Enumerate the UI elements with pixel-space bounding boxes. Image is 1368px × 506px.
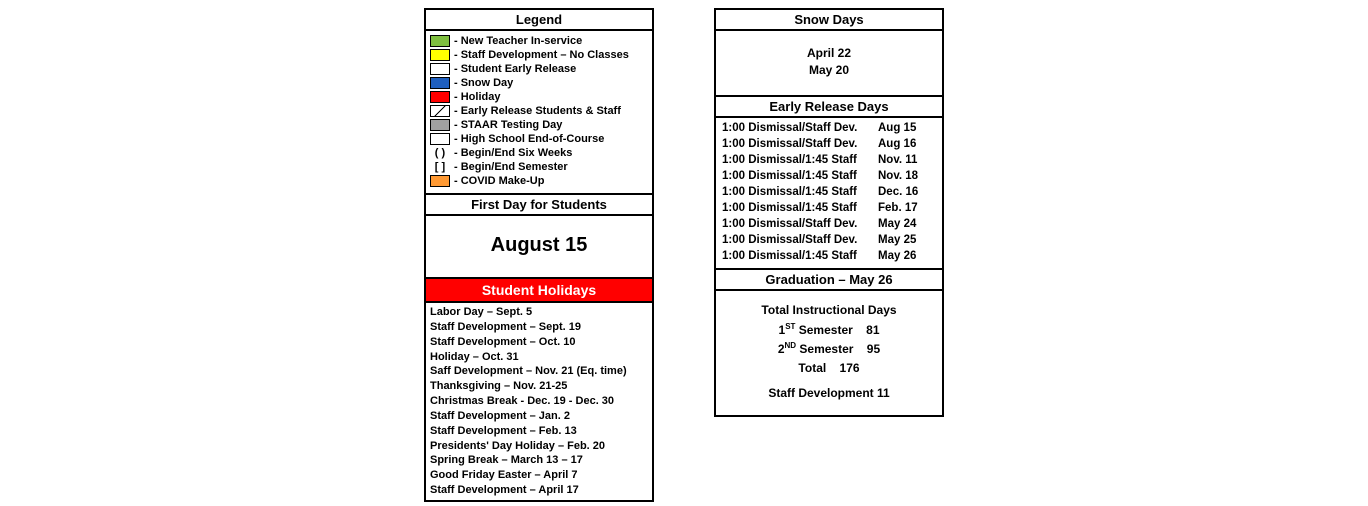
legend-label: - Begin/End Semester <box>454 161 568 173</box>
legend-swatch <box>430 133 450 145</box>
early-release-date: Dec. 16 <box>878 184 936 200</box>
holiday-item: Staff Development – Sept. 19 <box>430 320 648 335</box>
legend-items: - New Teacher In-service - Staff Developm… <box>426 31 652 193</box>
early-release-date: May 26 <box>878 248 936 264</box>
early-release-desc: 1:00 Dismissal/1:45 Staff <box>722 152 857 168</box>
holiday-item: Christmas Break - Dec. 19 - Dec. 30 <box>430 394 648 409</box>
legend-row: - Student Early Release <box>430 63 648 75</box>
legend-label: - New Teacher In-service <box>454 35 582 47</box>
legend-swatch <box>430 49 450 61</box>
early-release-desc: 1:00 Dismissal/Staff Dev. <box>722 216 857 232</box>
snow-days-list: April 22May 20 <box>716 31 942 95</box>
early-release-desc: 1:00 Dismissal/Staff Dev. <box>722 232 857 248</box>
legend-row: - STAAR Testing Day <box>430 119 648 131</box>
early-release-row: 1:00 Dismissal/Staff Dev. Aug 15 <box>722 120 936 136</box>
legend-row: - Staff Development – No Classes <box>430 49 648 61</box>
early-release-desc: 1:00 Dismissal/Staff Dev. <box>722 120 857 136</box>
early-release-desc: 1:00 Dismissal/1:45 Staff <box>722 168 857 184</box>
legend-label: - Early Release Students & Staff <box>454 105 621 117</box>
holiday-item: Staff Development – Feb. 13 <box>430 424 648 439</box>
sem2-row: 2ND Semester 95 <box>716 340 942 359</box>
holiday-list: Labor Day – Sept. 5Staff Development – S… <box>426 303 652 500</box>
student-holidays-title: Student Holidays <box>426 279 652 303</box>
early-release-row: 1:00 Dismissal/1:45 Staff Nov. 18 <box>722 168 936 184</box>
total-row: Total 176 <box>716 359 942 378</box>
first-day-title: First Day for Students <box>426 193 652 216</box>
legend-label: - High School End-of-Course <box>454 133 604 145</box>
early-release-desc: 1:00 Dismissal/1:45 Staff <box>722 184 857 200</box>
early-release-row: 1:00 Dismissal/Staff Dev. May 24 <box>722 216 936 232</box>
early-release-date: Feb. 17 <box>878 200 936 216</box>
legend-label: - Holiday <box>454 91 500 103</box>
holiday-item: Staff Development – Oct. 10 <box>430 335 648 350</box>
early-release-desc: 1:00 Dismissal/1:45 Staff <box>722 200 857 216</box>
legend-label: - Begin/End Six Weeks <box>454 147 572 159</box>
legend-swatch <box>430 77 450 89</box>
legend-swatch <box>430 175 450 187</box>
legend-label: - Staff Development – No Classes <box>454 49 629 61</box>
early-release-date: Nov. 18 <box>878 168 936 184</box>
early-release-title: Early Release Days <box>716 95 942 118</box>
legend-row: - High School End-of-Course <box>430 133 648 145</box>
legend-row: - COVID Make-Up <box>430 175 648 187</box>
legend-label: - STAAR Testing Day <box>454 119 562 131</box>
legend-box: Legend - New Teacher In-service - Staff D… <box>424 8 654 502</box>
snow-days-title: Snow Days <box>716 10 942 31</box>
legend-swatch <box>430 105 450 117</box>
legend-swatch <box>430 63 450 75</box>
early-release-date: Nov. 11 <box>878 152 936 168</box>
legend-swatch <box>430 35 450 47</box>
early-release-table: 1:00 Dismissal/Staff Dev.Aug 151:00 Dism… <box>716 118 942 269</box>
holiday-item: Presidents' Day Holiday – Feb. 20 <box>430 439 648 454</box>
early-release-date: Aug 16 <box>878 136 936 152</box>
right-box: Snow Days April 22May 20 Early Release D… <box>714 8 944 417</box>
early-release-row: 1:00 Dismissal/1:45 Staff May 26 <box>722 248 936 264</box>
legend-paren: [ ] <box>430 161 450 173</box>
early-release-row: 1:00 Dismissal/Staff Dev. May 25 <box>722 232 936 248</box>
legend-swatch <box>430 119 450 131</box>
first-day-value: August 15 <box>426 216 652 279</box>
legend-row: ( ) - Begin/End Six Weeks <box>430 147 648 159</box>
early-release-row: 1:00 Dismissal/1:45 Staff Nov. 11 <box>722 152 936 168</box>
holiday-item: Spring Break – March 13 – 17 <box>430 453 648 468</box>
staff-dev-row: Staff Development 11 <box>716 384 942 403</box>
holiday-item: Saff Development – Nov. 21 (Eq. time) <box>430 364 648 379</box>
legend-row: - Early Release Students & Staff <box>430 105 648 117</box>
snow-day-item: April 22 <box>716 45 942 62</box>
legend-row: - Holiday <box>430 91 648 103</box>
early-release-date: May 25 <box>878 232 936 248</box>
early-release-desc: 1:00 Dismissal/Staff Dev. <box>722 136 857 152</box>
graduation-title: Graduation – May 26 <box>716 268 942 289</box>
sem1-row: 1ST Semester 81 <box>716 321 942 340</box>
legend-row: - New Teacher In-service <box>430 35 648 47</box>
holiday-item: Labor Day – Sept. 5 <box>430 305 648 320</box>
holiday-item: Good Friday Easter – April 7 <box>430 468 648 483</box>
early-release-date: May 24 <box>878 216 936 232</box>
totals-block: Total Instructional Days 1ST Semester 81… <box>716 289 942 415</box>
holiday-item: Staff Development – April 17 <box>430 483 648 498</box>
legend-row: [ ] - Begin/End Semester <box>430 161 648 173</box>
holiday-item: Holiday – Oct. 31 <box>430 350 648 365</box>
holiday-item: Thanksgiving – Nov. 21-25 <box>430 379 648 394</box>
legend-row: - Snow Day <box>430 77 648 89</box>
totals-heading: Total Instructional Days <box>716 301 942 320</box>
early-release-desc: 1:00 Dismissal/1:45 Staff <box>722 248 857 264</box>
legend-title: Legend <box>426 10 652 31</box>
early-release-row: 1:00 Dismissal/1:45 Staff Feb. 17 <box>722 200 936 216</box>
legend-swatch <box>430 91 450 103</box>
early-release-row: 1:00 Dismissal/Staff Dev. Aug 16 <box>722 136 936 152</box>
legend-paren: ( ) <box>430 147 450 159</box>
legend-label: - Student Early Release <box>454 63 576 75</box>
holiday-item: Staff Development – Jan. 2 <box>430 409 648 424</box>
legend-label: - COVID Make-Up <box>454 175 544 187</box>
snow-day-item: May 20 <box>716 62 942 79</box>
early-release-row: 1:00 Dismissal/1:45 Staff Dec. 16 <box>722 184 936 200</box>
legend-label: - Snow Day <box>454 77 513 89</box>
early-release-date: Aug 15 <box>878 120 936 136</box>
